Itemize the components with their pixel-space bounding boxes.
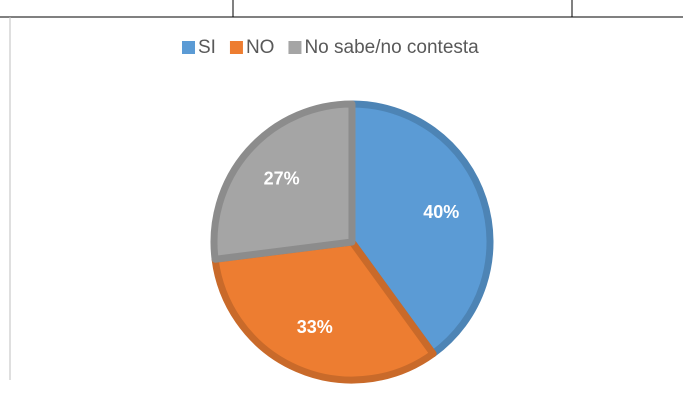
legend-swatch: [288, 41, 302, 54]
legend-label: NO: [246, 37, 275, 58]
legend-swatch: [229, 41, 243, 54]
legend: SI NO No sabe/no contesta: [182, 37, 479, 58]
legend-label: No sabe/no contesta: [304, 37, 479, 58]
pie-slice: [348, 100, 494, 358]
legend-label: SI: [198, 37, 216, 58]
pie: [210, 100, 494, 384]
value-label: 40%: [423, 202, 459, 222]
value-label: 33%: [297, 317, 333, 337]
pie-slice: [210, 100, 356, 263]
value-labels: 40% 33% 27%: [264, 169, 460, 337]
legend-swatch: [182, 41, 195, 54]
pie-slice: [211, 238, 437, 384]
value-label: 27%: [264, 169, 300, 189]
